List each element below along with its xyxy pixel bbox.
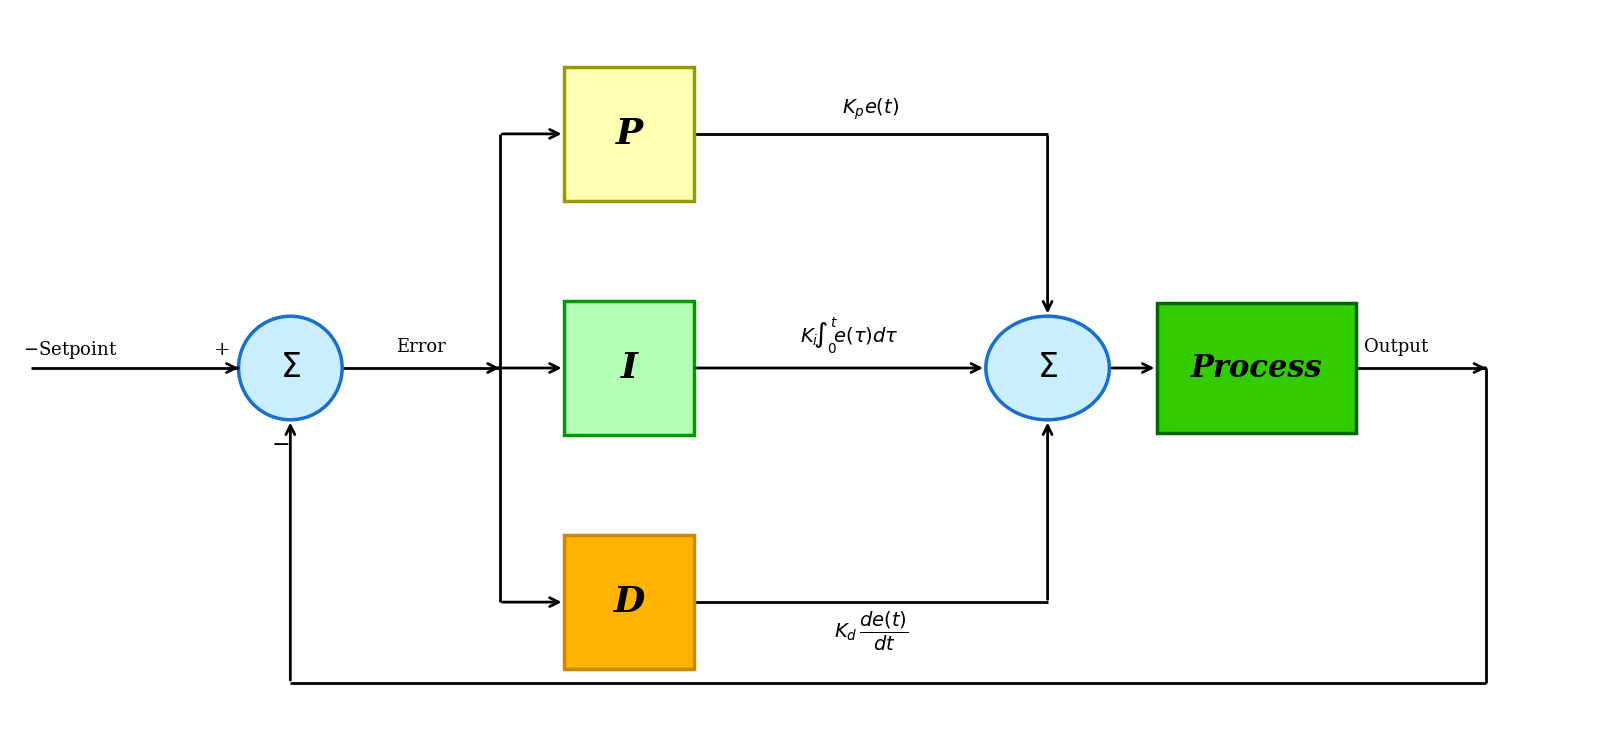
FancyBboxPatch shape xyxy=(1158,303,1356,433)
Text: $\Sigma$: $\Sigma$ xyxy=(279,352,300,384)
FancyBboxPatch shape xyxy=(564,535,693,669)
Ellipse shape xyxy=(985,316,1110,420)
Text: $\Sigma$: $\Sigma$ xyxy=(1036,352,1059,384)
Text: +: + xyxy=(214,341,230,359)
Text: P: P xyxy=(615,117,642,151)
FancyBboxPatch shape xyxy=(564,67,693,201)
Text: $K_p e(t)$: $K_p e(t)$ xyxy=(842,96,899,122)
Text: I: I xyxy=(621,351,637,385)
Text: D: D xyxy=(613,585,645,619)
Circle shape xyxy=(238,316,342,420)
Text: Process: Process xyxy=(1191,353,1322,383)
Text: $-$: $-$ xyxy=(271,432,289,454)
FancyBboxPatch shape xyxy=(564,301,693,435)
Text: $K_d \,\dfrac{de(t)}{dt}$: $K_d \,\dfrac{de(t)}{dt}$ xyxy=(834,610,909,653)
Text: Error: Error xyxy=(396,338,446,356)
Text: $K_i\!\int_0^t\! e(\tau)d\tau$: $K_i\!\int_0^t\! e(\tau)d\tau$ xyxy=(800,316,899,356)
Text: $-$Setpoint: $-$Setpoint xyxy=(24,339,118,361)
Text: Output: Output xyxy=(1364,338,1429,356)
